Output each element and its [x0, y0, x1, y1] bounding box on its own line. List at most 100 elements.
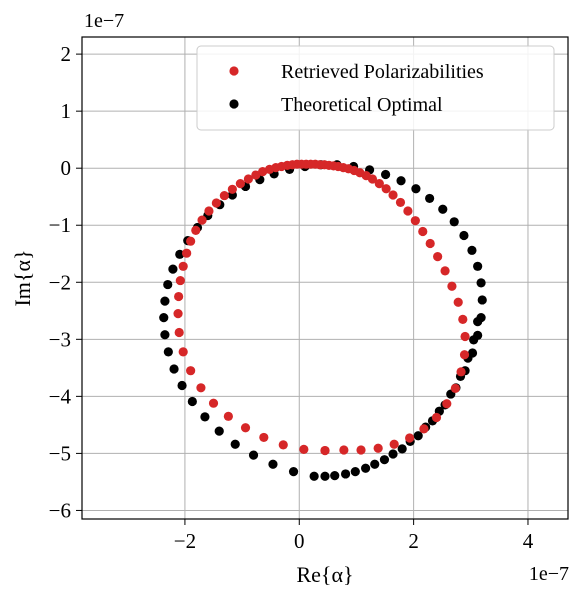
x-tick-label: −2 — [174, 529, 196, 553]
data-point-retrieved — [191, 225, 201, 235]
y-axis-label: Im{α} — [10, 249, 35, 306]
data-point-retrieved — [456, 367, 466, 377]
data-point-theoretical — [168, 264, 178, 274]
data-point-theoretical — [200, 412, 210, 422]
data-point-retrieved — [175, 275, 185, 286]
y-tick-label: 1 — [61, 99, 72, 123]
data-point-theoretical — [214, 426, 224, 436]
x-axis-label: Re{α} — [296, 562, 353, 587]
data-point-theoretical — [413, 431, 423, 441]
data-point-retrieved — [208, 398, 219, 408]
data-point-retrieved — [235, 179, 245, 189]
data-point-retrieved — [447, 281, 457, 291]
data-point-retrieved — [381, 184, 391, 194]
axes-frame — [81, 36, 569, 520]
data-point-theoretical — [467, 245, 477, 255]
data-point-retrieved — [418, 226, 428, 237]
data-point-retrieved — [219, 190, 229, 201]
y-tick-label: −4 — [49, 384, 72, 408]
data-point-retrieved — [460, 331, 470, 342]
data-point-retrieved — [178, 347, 188, 357]
data-point-theoretical — [469, 335, 479, 345]
data-point-theoretical — [163, 347, 173, 357]
data-point-retrieved — [240, 423, 251, 433]
data-point-retrieved — [320, 445, 330, 456]
data-point-theoretical — [459, 230, 469, 241]
data-point-theoretical — [187, 396, 197, 407]
data-point-theoretical — [230, 439, 240, 449]
y-tick-label: −5 — [49, 441, 71, 465]
data-point-retrieved — [367, 174, 378, 184]
data-point-retrieved — [174, 327, 184, 338]
data-point-retrieved — [243, 174, 253, 184]
data-point-retrieved — [419, 424, 429, 434]
data-point-retrieved — [395, 197, 406, 208]
legend-box — [196, 45, 555, 131]
data-point-theoretical — [160, 296, 170, 306]
data-point-retrieved — [431, 412, 442, 423]
data-point-retrieved — [410, 216, 420, 226]
data-point-retrieved — [204, 206, 214, 216]
data-point-theoretical — [288, 467, 299, 477]
data-point-theoretical — [473, 261, 483, 271]
data-point-retrieved — [211, 198, 221, 208]
legend: Retrieved Polarizabilities Theoretical O… — [196, 45, 555, 131]
data-point-theoretical — [169, 364, 179, 374]
data-point-retrieved — [442, 399, 452, 409]
data-point-theoretical — [397, 444, 407, 454]
data-point-retrieved — [186, 366, 196, 376]
data-point-theoretical — [177, 380, 187, 391]
data-point-theoretical — [379, 455, 390, 465]
data-point-theoretical — [381, 169, 391, 180]
x-tick-label: 4 — [523, 529, 534, 553]
data-point-retrieved — [174, 291, 184, 302]
legend-marker-theoretical — [229, 99, 239, 109]
data-point-theoretical — [476, 278, 486, 288]
data-point-theoretical — [309, 471, 319, 481]
data-point-theoretical — [320, 471, 330, 481]
data-point-theoretical — [268, 459, 278, 469]
data-point-retrieved — [197, 215, 207, 225]
y-tick-label: −6 — [49, 498, 71, 522]
data-point-retrieved — [405, 433, 415, 443]
plot-area — [159, 159, 487, 481]
data-point-retrieved — [356, 445, 366, 455]
data-point-retrieved — [389, 439, 399, 449]
data-point-retrieved — [223, 411, 233, 421]
data-point-retrieved — [450, 383, 460, 393]
legend-label-theoretical: Theoretical Optimal — [281, 94, 443, 116]
y-tick-label: 0 — [61, 156, 72, 180]
y-offset-text: 1e−7 — [84, 10, 124, 32]
data-point-retrieved — [453, 297, 463, 307]
data-point-theoretical — [160, 330, 170, 340]
data-point-retrieved — [299, 444, 309, 455]
x-tick-label: 2 — [408, 529, 419, 553]
data-point-retrieved — [373, 443, 383, 453]
data-point-retrieved — [459, 350, 470, 360]
data-point-theoretical — [159, 313, 169, 323]
data-point-retrieved — [339, 445, 349, 455]
data-point-theoretical — [388, 449, 398, 459]
data-point-theoretical — [449, 217, 459, 227]
data-point-retrieved — [186, 236, 196, 246]
data-point-retrieved — [178, 261, 188, 271]
data-point-retrieved — [403, 206, 413, 216]
data-point-theoretical — [477, 295, 487, 305]
data-point-theoretical — [248, 450, 259, 460]
data-point-theoretical — [340, 469, 351, 479]
data-point-theoretical — [411, 184, 421, 194]
data-point-retrieved — [278, 440, 288, 450]
y-tick-label: −1 — [49, 213, 71, 237]
legend-label-retrieved: Retrieved Polarizabilities — [281, 61, 484, 83]
data-point-theoretical — [350, 467, 360, 477]
y-tick-label: −2 — [49, 270, 71, 294]
data-point-retrieved — [227, 184, 237, 194]
data-point-theoretical — [396, 176, 406, 186]
legend-marker-retrieved — [229, 66, 239, 76]
x-offset-text: 1e−7 — [529, 563, 569, 585]
data-point-theoretical — [438, 204, 448, 214]
data-point-theoretical — [473, 317, 483, 327]
data-point-retrieved — [251, 170, 261, 180]
data-point-theoretical — [163, 279, 173, 290]
